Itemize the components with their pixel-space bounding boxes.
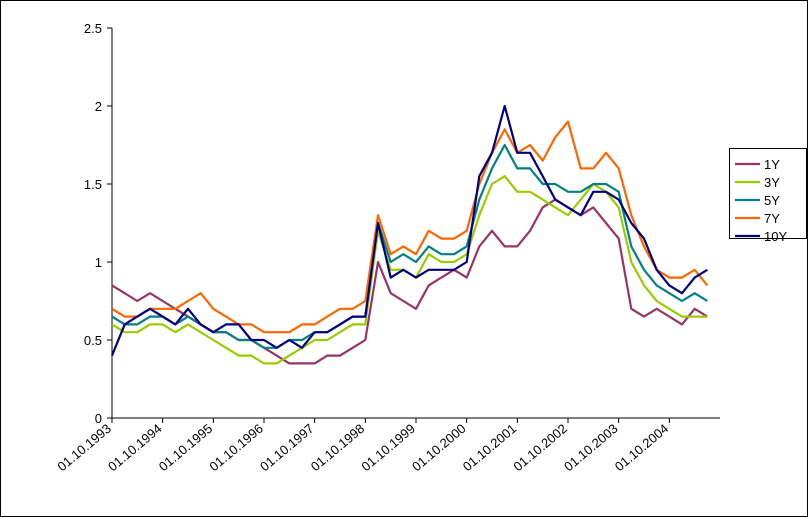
- legend-label: 10Y: [764, 229, 787, 244]
- y-tick-label: 0: [95, 411, 102, 426]
- y-tick-label: 2.5: [84, 21, 102, 36]
- y-tick-label: 1: [95, 255, 102, 270]
- y-tick-label: 2: [95, 99, 102, 114]
- y-tick-label: 0.5: [84, 333, 102, 348]
- y-tick-label: 1.5: [84, 177, 102, 192]
- legend: 1Y 3Y 5Y 7Y 10Y: [729, 148, 807, 244]
- legend-label: 3Y: [764, 175, 780, 190]
- series-line: [110, 104, 708, 357]
- legend-label: 7Y: [764, 211, 780, 226]
- series-line: [111, 120, 709, 334]
- legend-label: 1Y: [764, 157, 780, 172]
- legend-label: 5Y: [764, 193, 780, 208]
